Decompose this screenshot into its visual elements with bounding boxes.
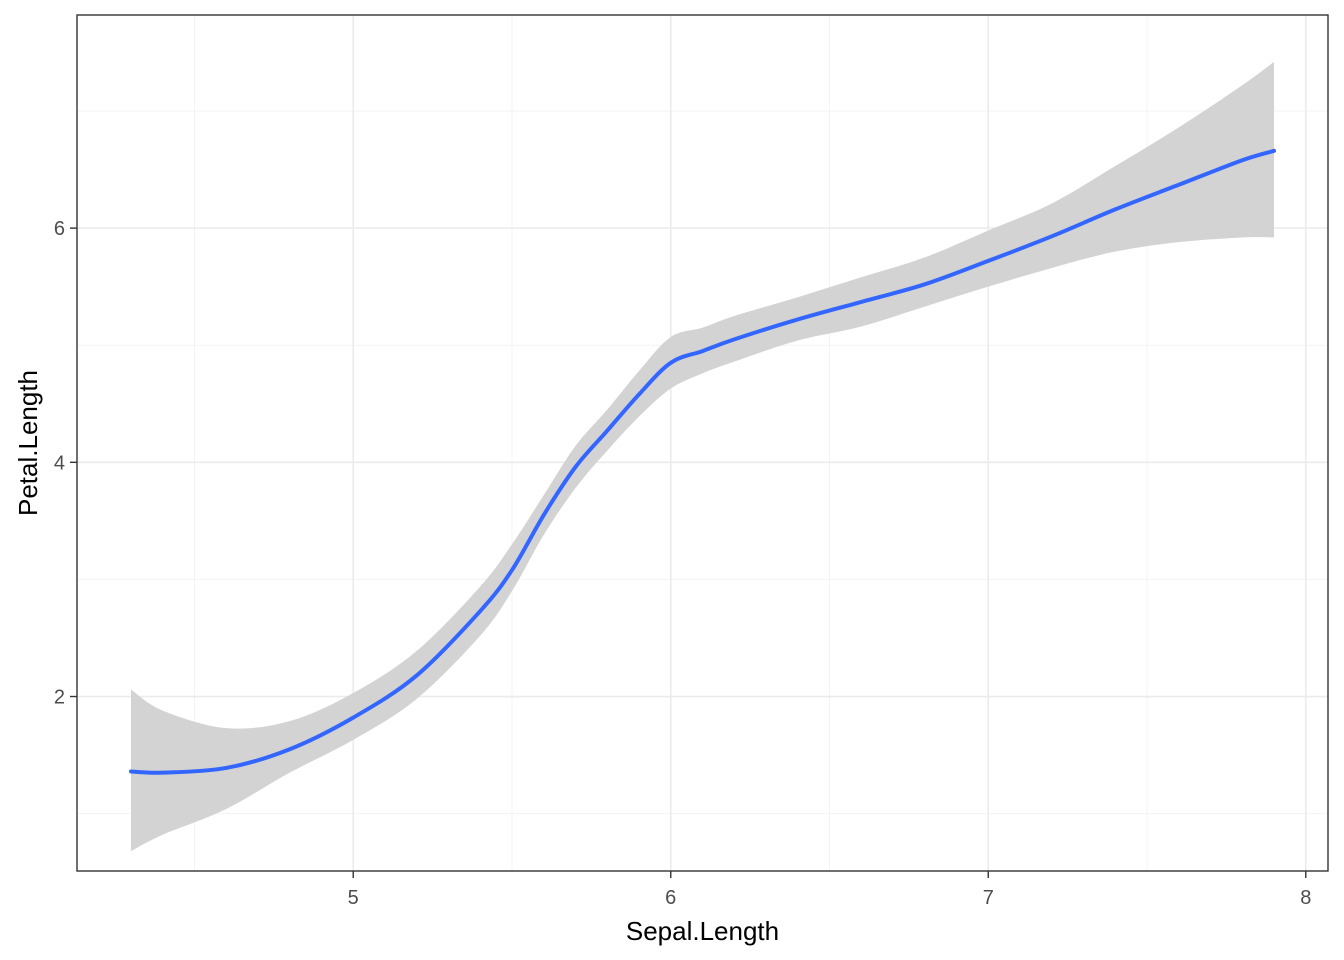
x-axis-title: Sepal.Length	[626, 916, 779, 946]
y-axis-title: Petal.Length	[13, 370, 43, 516]
x-axis-ticks: 5 6 7 8	[348, 871, 1311, 909]
x-tick-label: 7	[983, 887, 994, 909]
y-tick-label: 2	[54, 687, 65, 709]
x-tick-label: 5	[348, 887, 359, 909]
smooth-trend-line	[128, 148, 1277, 775]
x-tick-label: 6	[665, 887, 676, 909]
major-gridlines	[77, 15, 1328, 871]
y-tick-label: 4	[54, 452, 65, 474]
y-tick-label: 6	[54, 218, 65, 240]
panel-border	[76, 14, 1329, 872]
y-axis-ticks: 2 4 6	[54, 218, 77, 709]
x-tick-label: 8	[1300, 887, 1311, 909]
